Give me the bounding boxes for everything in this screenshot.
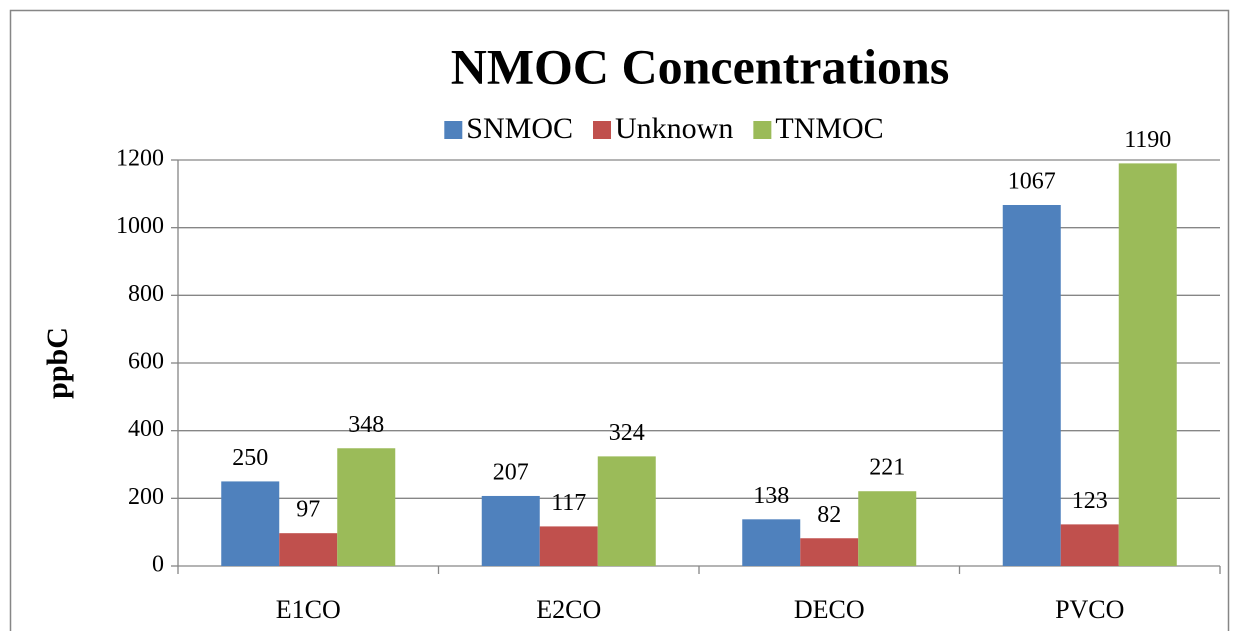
value-label: 97 (296, 497, 320, 523)
legend-swatch (753, 121, 772, 139)
y-tick-label: 800 (128, 281, 164, 307)
value-label: 82 (817, 502, 841, 528)
legend-swatch (593, 121, 612, 139)
legend-swatch (444, 121, 463, 139)
y-tick-label: 0 (152, 552, 164, 578)
y-axis-label: ppbC (41, 327, 74, 399)
bar (597, 456, 656, 566)
y-tick-label: 600 (128, 349, 164, 375)
bar (337, 448, 396, 566)
value-label: 324 (609, 420, 645, 446)
bar (1002, 204, 1061, 566)
value-label: 250 (232, 445, 268, 471)
value-label: 207 (493, 459, 529, 485)
x-tick-label: PVCO (1055, 595, 1124, 624)
chart-title: NMOC Concentrations (451, 38, 950, 94)
y-tick-label: 1000 (116, 213, 164, 239)
x-tick-label: E2CO (536, 595, 601, 624)
y-tick-label: 200 (128, 484, 164, 510)
bar (1060, 524, 1119, 566)
value-label: 138 (753, 483, 789, 509)
bar (221, 481, 280, 566)
bar (279, 533, 338, 566)
legend-label: TNMOC (775, 112, 883, 145)
value-label: 221 (869, 455, 905, 481)
x-tick-label: DECO (794, 595, 865, 624)
bar (1118, 163, 1177, 566)
value-label: 117 (551, 490, 586, 516)
legend-label: Unknown (615, 112, 733, 145)
x-tick-label: E1CO (276, 595, 341, 624)
y-tick-label: 1200 (116, 146, 164, 172)
bar (858, 491, 917, 566)
bar (800, 538, 859, 566)
y-tick-label: 400 (128, 416, 164, 442)
value-label: 348 (348, 412, 384, 438)
value-label: 1067 (1008, 168, 1056, 194)
bar (481, 495, 540, 566)
bar (539, 526, 598, 566)
bar (742, 519, 801, 566)
value-label: 1190 (1124, 127, 1171, 153)
value-label: 123 (1072, 488, 1108, 514)
legend-label: SNMOC (466, 112, 573, 145)
